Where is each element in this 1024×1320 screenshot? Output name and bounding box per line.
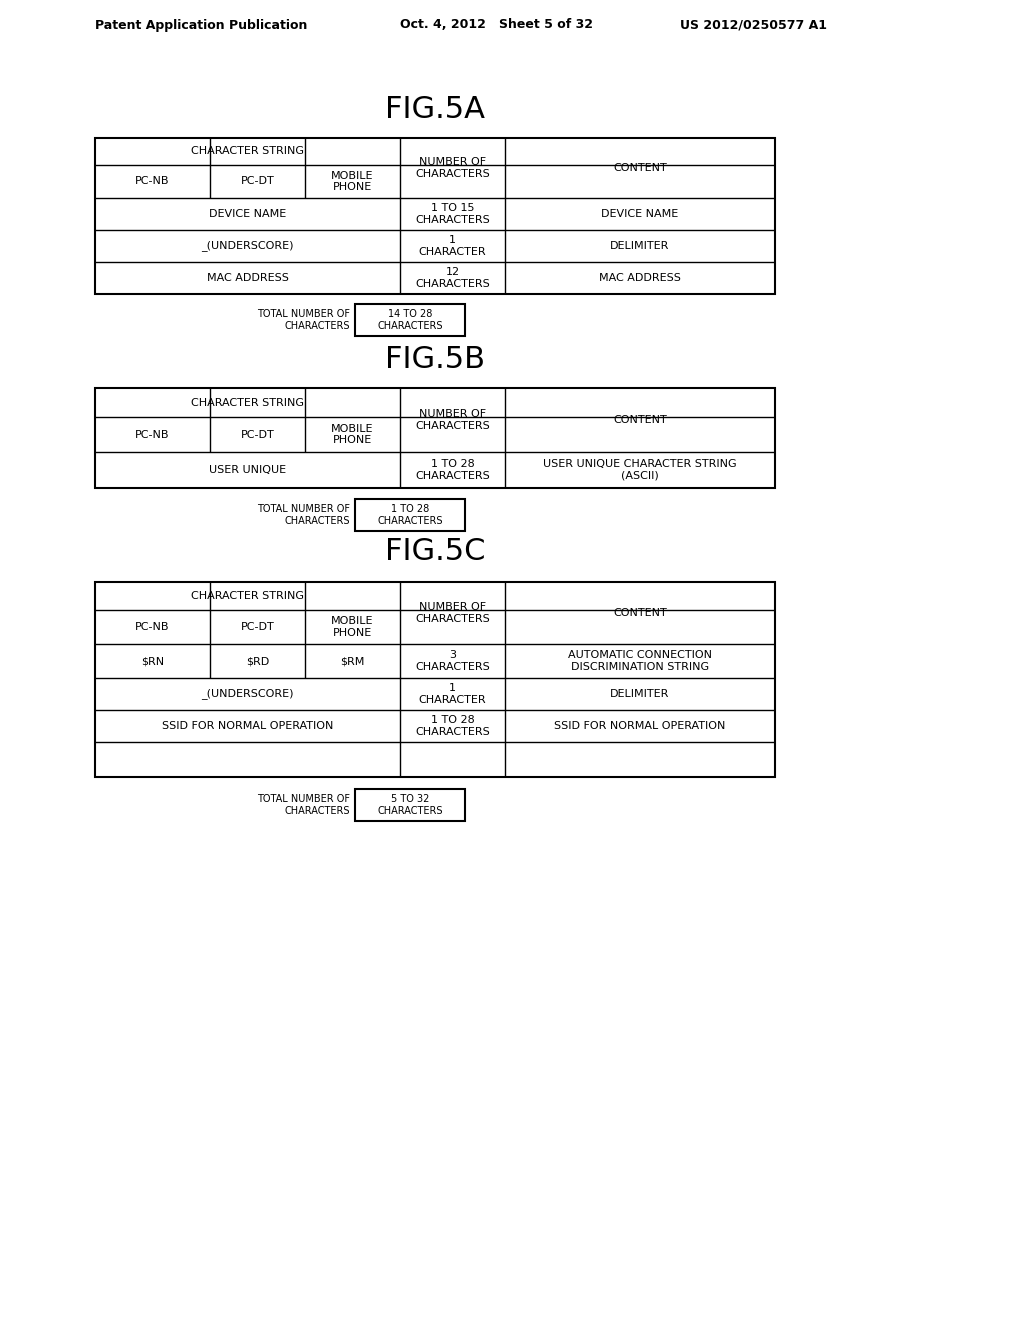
Bar — [95, 388, 775, 488]
Text: $RD: $RD — [246, 656, 269, 667]
Text: NUMBER OF
CHARACTERS: NUMBER OF CHARACTERS — [415, 409, 489, 430]
Bar — [355, 789, 465, 821]
Text: NUMBER OF
CHARACTERS: NUMBER OF CHARACTERS — [415, 602, 489, 624]
Text: PC-DT: PC-DT — [241, 177, 274, 186]
Text: CONTENT: CONTENT — [613, 414, 667, 425]
Text: USER UNIQUE: USER UNIQUE — [209, 465, 286, 475]
Text: CHARACTER STRING: CHARACTER STRING — [191, 147, 304, 157]
Text: PC-DT: PC-DT — [241, 429, 274, 440]
Text: AUTOMATIC CONNECTION
DISCRIMINATION STRING: AUTOMATIC CONNECTION DISCRIMINATION STRI… — [568, 651, 712, 672]
Text: FIG.5A: FIG.5A — [385, 95, 485, 124]
Bar — [95, 139, 775, 294]
Text: 1
CHARACTER: 1 CHARACTER — [419, 235, 486, 257]
Text: $RM: $RM — [340, 656, 365, 667]
Text: TOTAL NUMBER OF
CHARACTERS: TOTAL NUMBER OF CHARACTERS — [257, 309, 350, 331]
Text: MAC ADDRESS: MAC ADDRESS — [599, 273, 681, 282]
Text: TOTAL NUMBER OF
CHARACTERS: TOTAL NUMBER OF CHARACTERS — [257, 504, 350, 525]
Text: NUMBER OF
CHARACTERS: NUMBER OF CHARACTERS — [415, 157, 489, 178]
Text: 3
CHARACTERS: 3 CHARACTERS — [415, 651, 489, 672]
Text: FIG.5C: FIG.5C — [385, 537, 485, 566]
Text: USER UNIQUE CHARACTER STRING
(ASCII): USER UNIQUE CHARACTER STRING (ASCII) — [543, 459, 737, 480]
Text: PC-NB: PC-NB — [135, 622, 170, 632]
Bar — [95, 582, 775, 777]
Text: DELIMITER: DELIMITER — [610, 242, 670, 251]
Text: _(UNDERSCORE): _(UNDERSCORE) — [202, 240, 294, 251]
Text: 1 TO 28
CHARACTERS: 1 TO 28 CHARACTERS — [377, 504, 442, 525]
Text: CHARACTER STRING: CHARACTER STRING — [191, 397, 304, 408]
Text: MAC ADDRESS: MAC ADDRESS — [207, 273, 289, 282]
Text: FIG.5B: FIG.5B — [385, 346, 485, 375]
Text: CHARACTER STRING: CHARACTER STRING — [191, 591, 304, 601]
Text: Patent Application Publication: Patent Application Publication — [95, 18, 307, 32]
Bar — [355, 499, 465, 531]
Text: MOBILE
PHONE: MOBILE PHONE — [331, 424, 374, 445]
Text: 12
CHARACTERS: 12 CHARACTERS — [415, 267, 489, 289]
Text: MOBILE
PHONE: MOBILE PHONE — [331, 170, 374, 193]
Text: 1 TO 15
CHARACTERS: 1 TO 15 CHARACTERS — [415, 203, 489, 224]
Text: Oct. 4, 2012   Sheet 5 of 32: Oct. 4, 2012 Sheet 5 of 32 — [400, 18, 593, 32]
Text: DEVICE NAME: DEVICE NAME — [209, 209, 286, 219]
Text: SSID FOR NORMAL OPERATION: SSID FOR NORMAL OPERATION — [554, 721, 726, 731]
Text: 1 TO 28
CHARACTERS: 1 TO 28 CHARACTERS — [415, 459, 489, 480]
Text: SSID FOR NORMAL OPERATION: SSID FOR NORMAL OPERATION — [162, 721, 333, 731]
Bar — [355, 304, 465, 337]
Text: _(UNDERSCORE): _(UNDERSCORE) — [202, 689, 294, 700]
Text: US 2012/0250577 A1: US 2012/0250577 A1 — [680, 18, 827, 32]
Text: PC-NB: PC-NB — [135, 429, 170, 440]
Text: PC-DT: PC-DT — [241, 622, 274, 632]
Text: CONTENT: CONTENT — [613, 609, 667, 618]
Text: 1
CHARACTER: 1 CHARACTER — [419, 684, 486, 705]
Text: DEVICE NAME: DEVICE NAME — [601, 209, 679, 219]
Text: CONTENT: CONTENT — [613, 162, 667, 173]
Text: 14 TO 28
CHARACTERS: 14 TO 28 CHARACTERS — [377, 309, 442, 331]
Text: DELIMITER: DELIMITER — [610, 689, 670, 700]
Text: $RN: $RN — [141, 656, 164, 667]
Text: TOTAL NUMBER OF
CHARACTERS: TOTAL NUMBER OF CHARACTERS — [257, 795, 350, 816]
Text: 1 TO 28
CHARACTERS: 1 TO 28 CHARACTERS — [415, 715, 489, 737]
Text: 5 TO 32
CHARACTERS: 5 TO 32 CHARACTERS — [377, 795, 442, 816]
Text: MOBILE
PHONE: MOBILE PHONE — [331, 616, 374, 638]
Text: PC-NB: PC-NB — [135, 177, 170, 186]
